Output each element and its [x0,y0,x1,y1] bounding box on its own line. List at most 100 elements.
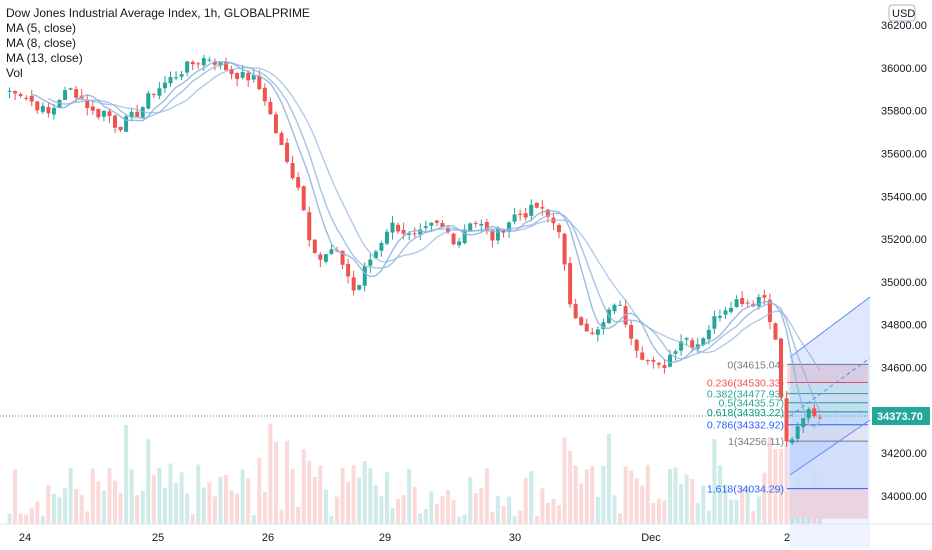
candle-body [140,107,145,118]
candle-body [806,409,811,419]
candle-body [307,212,312,241]
volume-bar [451,499,456,524]
candle-body [296,177,301,188]
candle-body [773,323,778,340]
volume-bar [529,471,534,524]
volume-bar [224,474,228,524]
fib-level-label: 1(34256.11) [728,436,784,448]
volume-bar [368,468,373,524]
candle-body [801,418,806,428]
candle-body [107,111,112,117]
legend-ma5[interactable]: MA (5, close) [6,21,77,35]
volume-bar [235,493,240,524]
volume-bar [618,513,623,524]
candle-body [351,277,356,291]
candle-body [634,339,639,351]
volume-bar [695,502,700,524]
candle-body [729,307,734,312]
volume-bar [179,472,184,524]
moving-averages [31,60,821,428]
candle-body [290,162,295,179]
candles [7,54,822,447]
volume-bar [212,496,217,524]
candle-body [18,94,23,96]
volume-bar [101,490,106,524]
ma-13-line [76,66,821,371]
volume-bar [74,488,79,524]
volume-bar [151,474,156,524]
candle-body [601,322,606,330]
volume-bar [745,486,750,524]
candle-body [573,304,578,319]
volume-bar [307,460,312,524]
volume-bars [7,423,822,524]
volume-bar [379,496,384,524]
candle-body [13,91,18,94]
candle-body [673,351,678,354]
volume-bar [113,480,117,524]
x-tick-label: 24 [19,532,31,544]
volume-bar [90,468,95,524]
volume-bar [762,472,767,524]
y-tick-label: 35800.00 [881,106,927,118]
volume-bar [629,470,634,524]
candle-body [495,227,500,241]
candle-body [368,259,373,266]
candle-body [7,90,12,92]
candle-body [90,106,95,111]
volume-bar [373,485,378,524]
candle-body [529,204,534,216]
candle-body [29,96,34,102]
candle-body [534,202,539,208]
candle-body [235,72,240,80]
volume-bar [46,484,51,524]
volume-bar [257,457,262,524]
volume-bar [240,469,245,524]
candle-body [784,398,789,442]
volume-bar [301,448,306,524]
volume-bar [490,512,495,524]
legend-vol[interactable]: Vol [6,66,23,80]
x-tick-label: 30 [509,532,521,544]
candle-body [390,222,395,233]
candle-body [224,61,228,71]
candle-body [268,101,273,115]
legend-ma8[interactable]: MA (8, close) [6,36,77,50]
volume-bar [429,491,434,524]
channel-lower-fill [790,420,870,548]
candle-body [440,223,445,228]
volume-bar [246,478,251,524]
candle-body [135,111,140,117]
volume-bar [24,514,29,524]
candle-body [279,133,284,146]
volume-bar [68,468,73,524]
candle-body [273,114,278,134]
candle-body [118,126,123,131]
candle-body [196,63,201,65]
fib-zone [787,402,868,412]
volume-bar [118,492,123,524]
candle-body [63,90,68,100]
time-axis[interactable]: 24 25 26 29 30 Dec 2 [0,523,932,544]
candle-body [185,61,190,73]
legend-ma13[interactable]: MA (13, close) [6,51,83,65]
candle-body [207,59,212,61]
candle-body [74,89,79,98]
candle-body [545,209,550,217]
volume-bar [418,513,423,524]
candle-body [151,93,156,95]
candle-body [512,214,517,222]
volume-bar [407,468,412,524]
y-tick-label: 34600.00 [881,363,927,375]
candle-body [645,360,650,362]
volume-bar [129,469,134,524]
candle-body [240,71,245,78]
volume-bar [190,513,195,524]
volume-bar [595,496,600,524]
volume-bar [523,477,528,524]
volume-bar [767,437,772,524]
volume-bar [29,507,34,524]
volume-bar [501,505,506,524]
